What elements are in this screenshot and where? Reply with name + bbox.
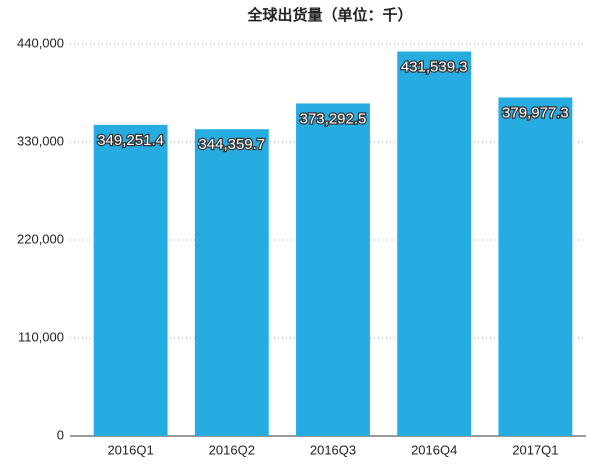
value-label: 349,251.4 <box>97 132 164 149</box>
y-tick-label: 330,000 <box>17 133 64 148</box>
x-tick-label: 2016Q4 <box>411 442 457 457</box>
x-tick-label: 2016Q2 <box>209 442 255 457</box>
bar <box>93 124 168 436</box>
x-tick-label: 2016Q3 <box>310 442 356 457</box>
y-tick-label: 220,000 <box>17 231 64 246</box>
y-tick-label: 0 <box>57 427 64 442</box>
value-label: 431,539.3 <box>401 59 468 76</box>
chart-title: 全球出货量（单位：千） <box>246 6 412 24</box>
bar <box>296 103 370 436</box>
bar <box>397 51 472 436</box>
bar <box>194 129 269 436</box>
x-tick-label: 2016Q1 <box>107 442 153 457</box>
bar <box>498 97 573 437</box>
value-label: 373,292.5 <box>300 110 367 127</box>
y-tick-label: 440,000 <box>17 35 64 50</box>
value-label: 344,359.7 <box>198 136 265 153</box>
value-label: 379,977.3 <box>502 104 569 121</box>
x-tick-label: 2017Q1 <box>512 442 558 457</box>
y-tick-label: 110,000 <box>18 329 64 344</box>
